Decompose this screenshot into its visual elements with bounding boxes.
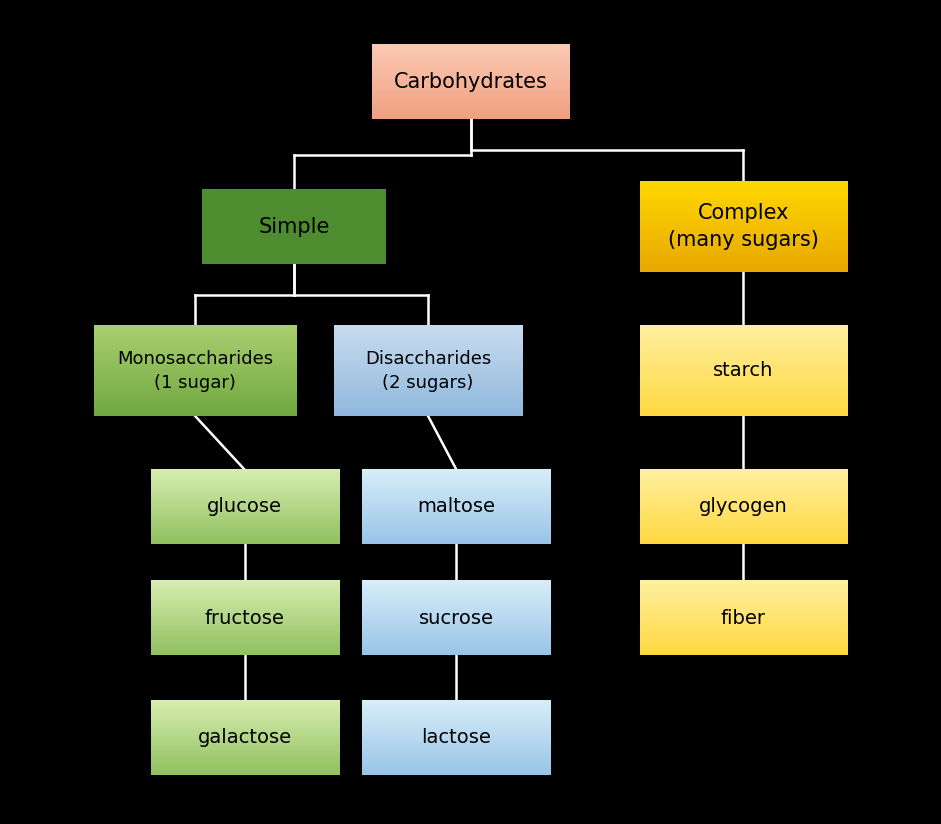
Text: Monosaccharides
(1 sugar): Monosaccharides (1 sugar) <box>118 350 273 391</box>
Text: fiber: fiber <box>721 608 766 628</box>
Text: fructose: fructose <box>205 608 284 628</box>
Text: glycogen: glycogen <box>699 497 788 517</box>
Text: glucose: glucose <box>207 497 282 517</box>
Text: sucrose: sucrose <box>419 608 494 628</box>
Text: Carbohydrates: Carbohydrates <box>393 73 548 92</box>
Text: Complex
(many sugars): Complex (many sugars) <box>668 204 819 250</box>
Text: Simple: Simple <box>259 217 329 236</box>
Text: maltose: maltose <box>418 497 495 517</box>
Text: starch: starch <box>713 361 774 381</box>
Text: galactose: galactose <box>198 728 292 747</box>
Text: lactose: lactose <box>422 728 491 747</box>
Text: Disaccharides
(2 sugars): Disaccharides (2 sugars) <box>365 350 491 391</box>
